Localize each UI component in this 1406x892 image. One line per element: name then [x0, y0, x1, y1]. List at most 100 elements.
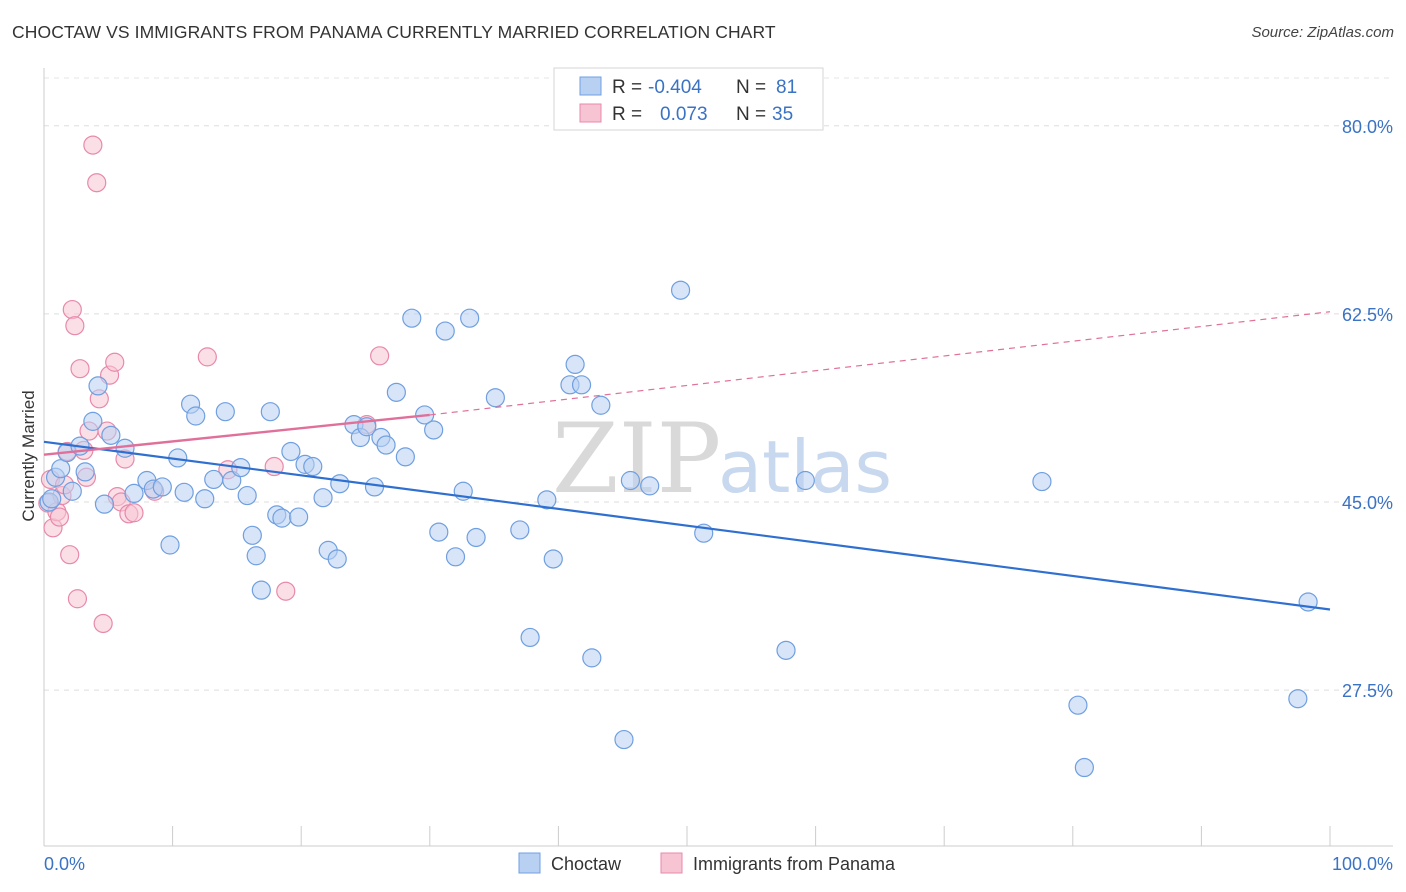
choctaw-point — [83, 411, 103, 431]
y-tick-label: 45.0% — [1342, 493, 1393, 513]
choctaw-point — [289, 507, 309, 527]
x-tick-labels: 0.0% 100.0% — [44, 854, 1393, 874]
choctaw-point — [124, 483, 144, 503]
choctaw-point — [330, 474, 350, 494]
choctaw-point — [776, 640, 796, 660]
choctaw-point — [1032, 471, 1052, 492]
choctaw-point — [445, 547, 466, 567]
y-tick-labels: 80.0% 62.5% 45.0% 27.5% — [1342, 117, 1393, 701]
choctaw-point — [246, 546, 266, 566]
x-tick-label: 0.0% — [44, 854, 85, 874]
choctaw-point — [376, 435, 396, 455]
choctaw-point — [260, 402, 280, 422]
panama-point — [49, 507, 70, 527]
choctaw-point — [152, 477, 172, 497]
panama-point — [70, 359, 90, 379]
panama-legend-label: Immigrants from Panama — [693, 854, 896, 874]
y-tick-label: 80.0% — [1342, 117, 1393, 137]
choctaw-point — [614, 729, 634, 750]
legend-r-label-choctaw: R = — [612, 77, 642, 98]
choctaw-point — [42, 489, 62, 509]
choctaw-point — [160, 535, 180, 555]
choctaw-point — [364, 477, 385, 497]
x-tick-label: 100.0% — [1332, 854, 1393, 874]
legend-r-value-choctaw: -0.404 — [648, 77, 702, 98]
choctaw-point — [565, 354, 585, 374]
choctaw-point — [75, 462, 95, 482]
y-tick-label: 27.5% — [1342, 681, 1393, 701]
panama-trend-extension — [429, 311, 1331, 416]
choctaw-point — [620, 470, 641, 491]
legend-r-label-panama: R = — [612, 104, 642, 125]
watermark-zip: ZIP — [552, 403, 721, 515]
y-tick-label: 62.5% — [1342, 305, 1393, 325]
panama-point — [197, 347, 217, 367]
choctaw-point — [51, 459, 71, 479]
choctaw-point — [640, 476, 660, 496]
panama-point — [370, 346, 390, 366]
choctaw-point — [251, 580, 271, 600]
choctaw-point — [88, 376, 108, 396]
choctaw-point — [429, 522, 449, 542]
choctaw-trend-line — [43, 440, 1331, 611]
choctaw-point — [571, 375, 592, 395]
choctaw-point — [795, 470, 815, 491]
choctaw-point — [327, 549, 347, 569]
choctaw-point — [303, 456, 323, 477]
panama-trend-line — [43, 413, 430, 456]
choctaw-point — [591, 395, 611, 415]
legend-n-value-choctaw: 81 — [776, 77, 797, 98]
legend-r-value-panama: 0.073 — [660, 104, 708, 125]
choctaw-point — [186, 406, 206, 426]
choctaw-swatch — [579, 76, 602, 96]
panama-point — [83, 135, 103, 155]
trend-lines — [43, 311, 1331, 611]
choctaw-point — [195, 489, 215, 509]
source-label: Source: ZipAtlas.com — [1251, 24, 1394, 41]
choctaw-point — [1068, 695, 1088, 715]
choctaw-point — [313, 488, 333, 508]
axes — [43, 68, 1393, 847]
chart-title: CHOCTAW VS IMMIGRANTS FROM PANAMA CURREN… — [12, 22, 776, 42]
watermark-atlas: atlas — [718, 425, 892, 509]
panama-legend-swatch — [660, 852, 683, 874]
legend-n-label-choctaw: N = — [736, 77, 766, 98]
choctaw-point — [670, 280, 691, 300]
choctaw-point — [424, 420, 444, 440]
choctaw-legend-label: Choctaw — [551, 854, 622, 874]
choctaw-point — [101, 425, 121, 445]
panama-point — [60, 545, 80, 565]
choctaw-point — [204, 469, 224, 490]
choctaw-legend-swatch — [518, 852, 541, 874]
choctaw-point — [537, 490, 557, 510]
choctaw-point — [272, 508, 292, 528]
choctaw-point — [1074, 757, 1094, 778]
choctaw-point — [281, 441, 301, 462]
choctaw-point — [386, 382, 406, 402]
choctaw-point — [543, 549, 563, 569]
stats-legend: R = -0.404 N = 81 R = 0.073 N = 35 — [553, 67, 824, 131]
choctaw-point — [174, 482, 194, 502]
legend-n-label-panama: N = — [736, 104, 766, 125]
choctaw-point — [460, 308, 480, 328]
choctaw-point — [435, 321, 455, 341]
choctaw-point — [62, 481, 82, 501]
y-axis-label: Currently Married — [19, 390, 38, 521]
panama-point — [87, 173, 107, 193]
choctaw-points — [39, 280, 1318, 778]
choctaw-point — [215, 402, 235, 422]
choctaw-point — [94, 494, 115, 514]
choctaw-point — [237, 485, 257, 506]
choctaw-point — [395, 447, 415, 467]
choctaw-point — [485, 388, 505, 408]
choctaw-point — [510, 520, 530, 540]
choctaw-point — [582, 648, 602, 668]
panama-point — [93, 613, 113, 634]
panama-point — [124, 503, 144, 523]
gridlines — [44, 77, 1393, 691]
panama-point — [65, 316, 85, 336]
choctaw-point — [242, 525, 262, 545]
watermark: ZIP atlas — [552, 403, 892, 515]
panama-point — [67, 589, 88, 609]
panama-point — [276, 581, 296, 601]
